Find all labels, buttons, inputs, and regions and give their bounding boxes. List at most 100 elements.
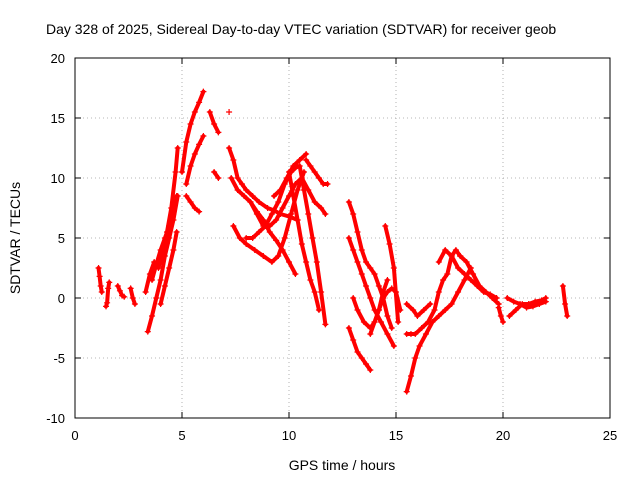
data-point — [121, 293, 128, 300]
data-point — [358, 355, 365, 361]
data-point — [226, 145, 233, 151]
data-point — [206, 109, 213, 115]
data-point — [279, 247, 286, 253]
data-point — [345, 235, 352, 241]
data-point — [196, 99, 203, 106]
series-arc-07 — [149, 193, 180, 283]
series-trace — [145, 194, 180, 334]
data-point — [448, 301, 455, 307]
data-point — [114, 283, 121, 289]
data-point — [127, 285, 134, 292]
data-point — [157, 247, 164, 253]
data-point — [455, 265, 462, 271]
y-tick-label: 15 — [51, 111, 65, 126]
data-point — [442, 307, 449, 313]
data-point — [247, 199, 254, 205]
data-point — [279, 205, 286, 211]
series-arc-01 — [95, 265, 105, 295]
data-point — [367, 295, 374, 301]
series-arc-12 — [206, 109, 222, 136]
series-arc-29 — [382, 223, 402, 325]
data-point — [412, 331, 419, 337]
data-point — [375, 283, 382, 289]
data-point — [268, 211, 275, 217]
data-point — [407, 373, 414, 379]
x-tick-label: 5 — [178, 428, 185, 443]
data-point — [350, 211, 357, 217]
data-point — [354, 229, 361, 235]
data-point — [294, 187, 301, 193]
data-point — [435, 313, 442, 319]
data-point — [277, 187, 284, 193]
series-arc-30 — [403, 265, 474, 395]
series-arc-23 — [303, 157, 331, 187]
data-point — [390, 343, 397, 349]
data-point — [290, 163, 297, 169]
data-point — [228, 175, 235, 181]
data-point — [149, 313, 156, 319]
data-point — [305, 211, 312, 217]
data-point — [230, 223, 237, 229]
data-point — [523, 304, 530, 311]
x-tick-label: 0 — [71, 428, 78, 443]
data-point — [230, 157, 237, 163]
data-point — [467, 277, 474, 283]
data-point — [307, 277, 314, 283]
series-trace — [248, 200, 298, 276]
series-arc-04 — [127, 285, 138, 307]
y-tick-label: 20 — [51, 51, 65, 66]
series-trace — [404, 266, 473, 394]
data-point — [249, 193, 256, 199]
data-point — [234, 175, 241, 181]
data-point — [318, 205, 325, 211]
data-point — [166, 265, 173, 271]
data-point — [422, 331, 429, 337]
data-point — [166, 223, 173, 229]
data-point — [157, 277, 164, 283]
data-point — [215, 129, 222, 136]
data-point — [142, 289, 149, 295]
chart-title: Day 328 of 2025, Sidereal Day-to-day VTE… — [46, 21, 556, 37]
series-arc-02 — [103, 279, 113, 310]
data-point — [309, 235, 316, 241]
data-point — [170, 247, 177, 253]
data-point — [187, 121, 194, 127]
data-point — [452, 247, 459, 253]
data-point — [542, 298, 549, 305]
data-point — [380, 289, 387, 295]
data-point — [363, 259, 370, 265]
data-point — [275, 199, 282, 205]
series-arc-37 — [504, 295, 549, 311]
data-point — [457, 253, 464, 259]
series-arc-13 — [211, 169, 222, 181]
data-point — [104, 299, 111, 306]
data-point — [294, 217, 301, 223]
data-point — [354, 349, 361, 355]
data-point — [215, 175, 222, 181]
data-point — [173, 193, 180, 199]
data-point — [296, 157, 303, 163]
series-arc-08 — [157, 229, 180, 307]
data-point — [191, 205, 198, 211]
data-point — [506, 313, 513, 319]
data-point — [172, 169, 179, 175]
data-point — [196, 208, 203, 215]
data-point — [345, 199, 352, 205]
data-point — [470, 271, 477, 277]
data-point — [251, 247, 258, 253]
data-point — [243, 241, 250, 247]
series-arc-22 — [286, 169, 322, 313]
data-point — [241, 193, 248, 199]
data-point — [363, 283, 370, 289]
data-point — [191, 151, 198, 157]
series-trace — [184, 194, 202, 214]
series-trace — [184, 134, 206, 186]
data-point — [256, 199, 263, 205]
data-point — [510, 298, 517, 305]
data-point — [183, 139, 190, 145]
data-point — [226, 109, 233, 115]
data-point — [311, 169, 318, 175]
data-point — [253, 208, 260, 215]
data-point — [183, 181, 190, 187]
data-point — [427, 301, 434, 307]
